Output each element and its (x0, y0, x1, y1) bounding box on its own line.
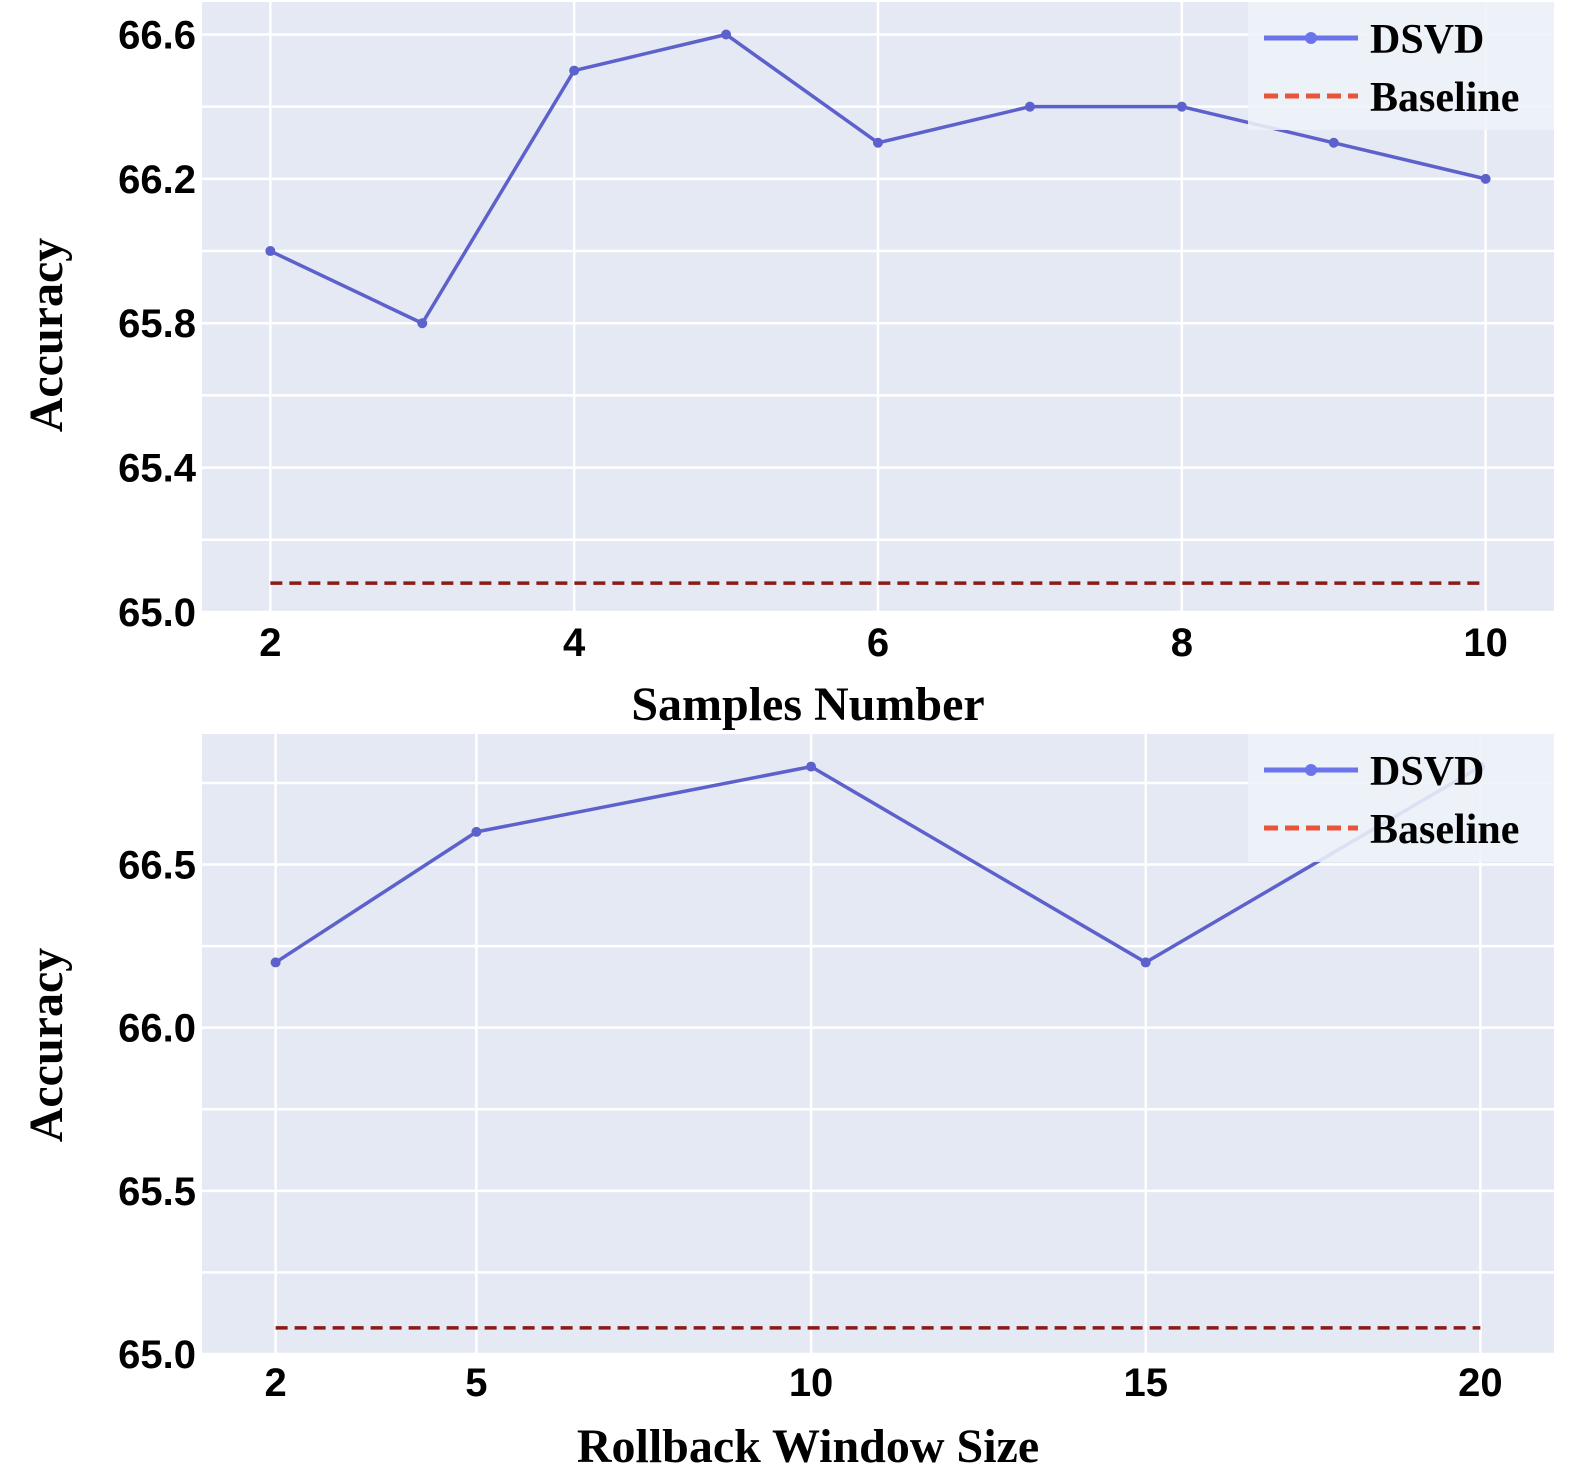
x-axis-title: Rollback Window Size (577, 1420, 1039, 1473)
data-point (471, 826, 482, 837)
x-tick-label: 2 (264, 1361, 286, 1405)
data-point (1176, 101, 1187, 112)
y-axis-title: Accuracy (20, 948, 73, 1143)
x-axis-title: Samples Number (631, 678, 984, 731)
x-tick-label: 4 (563, 621, 586, 665)
y-tick-label: 66.2 (118, 158, 196, 202)
y-tick-label: 66.0 (118, 1007, 196, 1051)
legend-label: Baseline (1370, 807, 1519, 853)
x-tick-label: 8 (1171, 621, 1193, 665)
y-tick-label: 65.5 (118, 1170, 196, 1214)
y-tick-label: 66.5 (118, 844, 196, 888)
legend-label: DSVD (1370, 749, 1484, 795)
x-tick-label: 5 (465, 1361, 487, 1405)
data-point (721, 29, 732, 40)
data-point (270, 957, 281, 968)
data-point (873, 137, 883, 148)
data-point (806, 761, 817, 772)
y-tick-label: 65.0 (118, 591, 196, 635)
legend-box (1248, 734, 1554, 862)
chart-panel-2: 65.0 65.5 66.0 66.5 2 5 10 15 20 Rollback Window … (20, 734, 1554, 1473)
y-tick-label: 65.0 (118, 1333, 196, 1377)
x-tick-label: 20 (1458, 1361, 1503, 1405)
y-tick-label: 65.4 (118, 447, 197, 491)
data-point (1140, 957, 1151, 968)
y-tick-label: 65.8 (118, 302, 196, 346)
x-tick-label: 10 (1463, 621, 1508, 665)
x-tick-label: 2 (259, 621, 281, 665)
chart-panel-1: 65.0 65.4 65.8 66.2 66.6 2 4 6 8 10 Samples Number… (20, 2, 1554, 731)
y-tick-label: 66.6 (118, 13, 196, 57)
x-tick-label: 10 (789, 1361, 834, 1405)
y-axis-title: Accuracy (20, 238, 73, 433)
legend-marker (1305, 32, 1317, 44)
x-tick-label: 15 (1123, 1361, 1168, 1405)
data-point (265, 246, 276, 257)
x-tick-label: 6 (867, 621, 889, 665)
data-point (1024, 101, 1035, 112)
data-point (1328, 137, 1339, 148)
data-point (1480, 173, 1491, 184)
legend-marker (1305, 764, 1317, 776)
legend-label: Baseline (1370, 75, 1519, 121)
legend-box (1248, 2, 1554, 130)
data-point (417, 318, 428, 329)
legend-label: DSVD (1370, 17, 1484, 63)
data-point (569, 65, 580, 76)
